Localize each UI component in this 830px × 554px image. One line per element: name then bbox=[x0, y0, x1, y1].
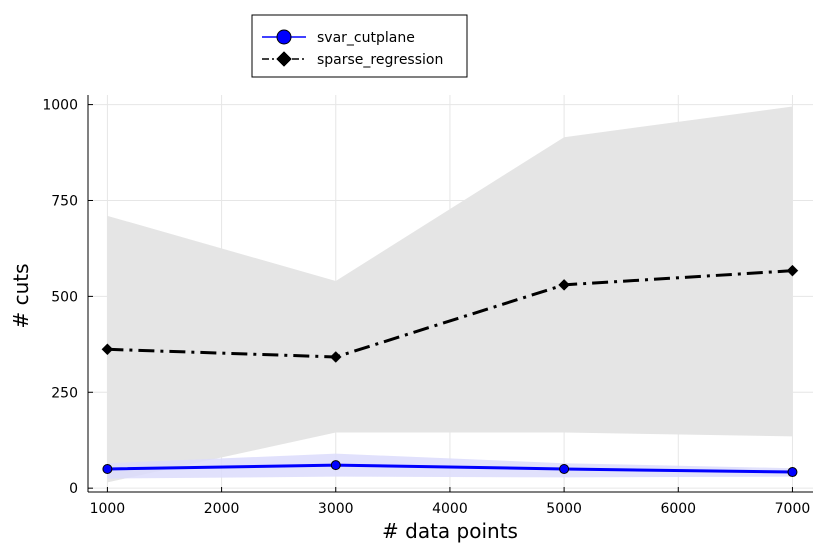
y-tick-label: 750 bbox=[51, 193, 78, 209]
legend-label-svar_cutplane: svar_cutplane bbox=[317, 30, 415, 46]
x-axis-title: # data points bbox=[382, 519, 518, 543]
legend-items: svar_cutplane sparse_regression bbox=[262, 29, 443, 68]
band-sparse_regression bbox=[107, 106, 793, 483]
legend: svar_cutplane sparse_regression bbox=[251, 14, 468, 78]
marker-svar_cutplane bbox=[330, 460, 341, 471]
y-tick-label: 1000 bbox=[42, 98, 78, 114]
x-tick-label: 2000 bbox=[204, 501, 240, 517]
marker-svar_cutplane bbox=[102, 463, 113, 474]
line-sparse_regression bbox=[107, 269, 793, 359]
series-markers bbox=[101, 264, 799, 478]
marker-sparse_regression bbox=[101, 343, 114, 356]
x-tick-label: 3000 bbox=[318, 501, 354, 517]
x-tick-label: 6000 bbox=[660, 501, 696, 517]
legend-box bbox=[251, 14, 468, 78]
y-tick-label: 0 bbox=[69, 481, 78, 497]
marker-sparse_regression bbox=[329, 351, 342, 363]
legend-marker-svar_cutplane bbox=[276, 29, 292, 45]
x-tick-label: 5000 bbox=[546, 501, 582, 517]
axes bbox=[87, 95, 813, 493]
marker-sparse_regression bbox=[558, 279, 570, 291]
marker-svar_cutplane bbox=[559, 463, 570, 474]
x-tick-label: 1000 bbox=[90, 501, 126, 517]
legend-label-sparse_regression: sparse_regression bbox=[317, 52, 443, 68]
series-lines bbox=[107, 269, 793, 474]
marker-sparse_regression bbox=[786, 264, 799, 277]
y-axis-title: # cuts bbox=[9, 263, 33, 328]
marker-svar_cutplane bbox=[787, 467, 798, 478]
x-tick-label: 4000 bbox=[432, 501, 468, 517]
x-tick-label: 7000 bbox=[775, 501, 811, 517]
y-tick-label: 250 bbox=[51, 385, 78, 401]
y-tick-label: 500 bbox=[51, 289, 78, 305]
tick-labels: 1000 2000 3000 4000 5000 6000 7000 0 250 500 750 10… bbox=[42, 98, 810, 517]
line-svar_cutplane bbox=[107, 463, 793, 474]
legend-marker-sparse_regression bbox=[276, 51, 292, 67]
